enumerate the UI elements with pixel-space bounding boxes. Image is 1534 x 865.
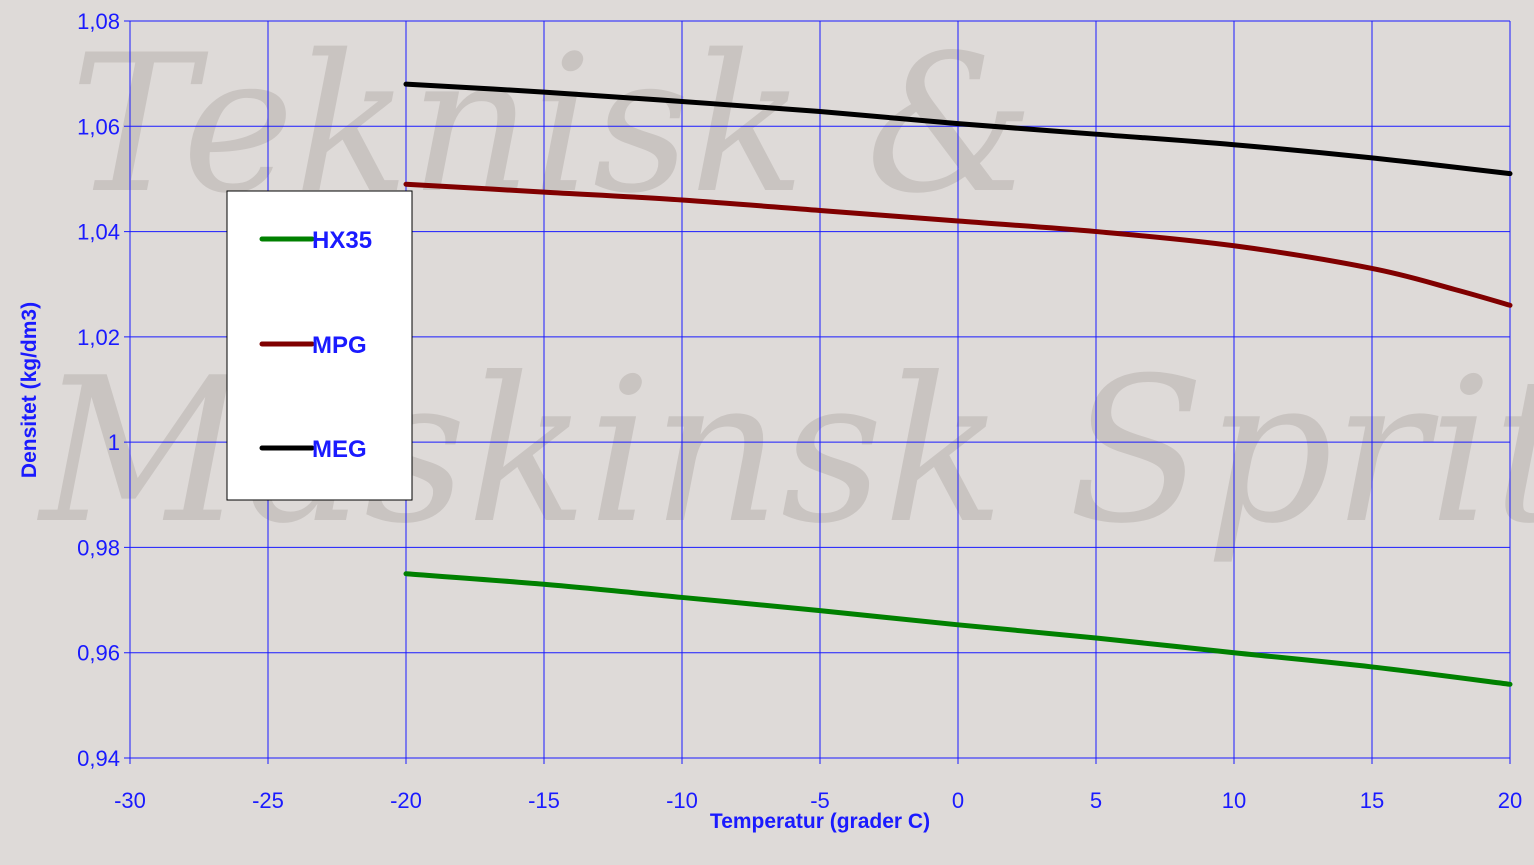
y-tick-label: 1,02 <box>77 325 120 350</box>
x-tick-label: 15 <box>1360 788 1384 813</box>
y-tick-label: 0,96 <box>77 641 120 666</box>
y-tick-label: 1,04 <box>77 220 120 245</box>
watermark-line-1: Teknisk & <box>70 14 1035 235</box>
x-tick-label: -5 <box>810 788 830 813</box>
x-tick-label: 5 <box>1090 788 1102 813</box>
x-tick-label: 20 <box>1498 788 1522 813</box>
series-line-mpg <box>403 181 1513 308</box>
y-tick-label: 1 <box>108 430 120 455</box>
x-tick-labels: -30 -25 -20 -15 -10 -5 0 5 10 15 20 <box>114 788 1522 813</box>
x-tick-label: 0 <box>952 788 964 813</box>
x-tick-label: -25 <box>252 788 284 813</box>
legend-label-mpg: MPG <box>312 332 367 359</box>
x-tick-label: -30 <box>114 788 146 813</box>
legend-box <box>226 190 413 501</box>
legend-label-meg: MEG <box>312 436 367 463</box>
series-lines <box>403 81 1513 687</box>
y-tick-label: 0,98 <box>77 535 120 560</box>
legend: HX35 MPG MEG <box>226 190 413 501</box>
y-axis-title: Densitet (kg/dm3) <box>18 302 41 478</box>
y-tick-labels: 0,94 0,96 0,98 1 1,02 1,04 1,06 1,08 <box>77 9 120 771</box>
series-line-hx35 <box>403 571 1513 687</box>
x-tick-label: -15 <box>528 788 560 813</box>
legend-label-hx35: HX35 <box>312 227 372 254</box>
x-tick-label: -20 <box>390 788 422 813</box>
y-tick-label: 0,94 <box>77 746 120 771</box>
x-tick-label: -10 <box>666 788 698 813</box>
x-axis-title: Temperatur (grader C) <box>710 810 930 833</box>
x-tick-label: 10 <box>1222 788 1246 813</box>
y-tick-label: 1,08 <box>77 9 120 34</box>
series-line-meg <box>403 81 1513 177</box>
y-tick-label: 1,06 <box>77 114 120 139</box>
